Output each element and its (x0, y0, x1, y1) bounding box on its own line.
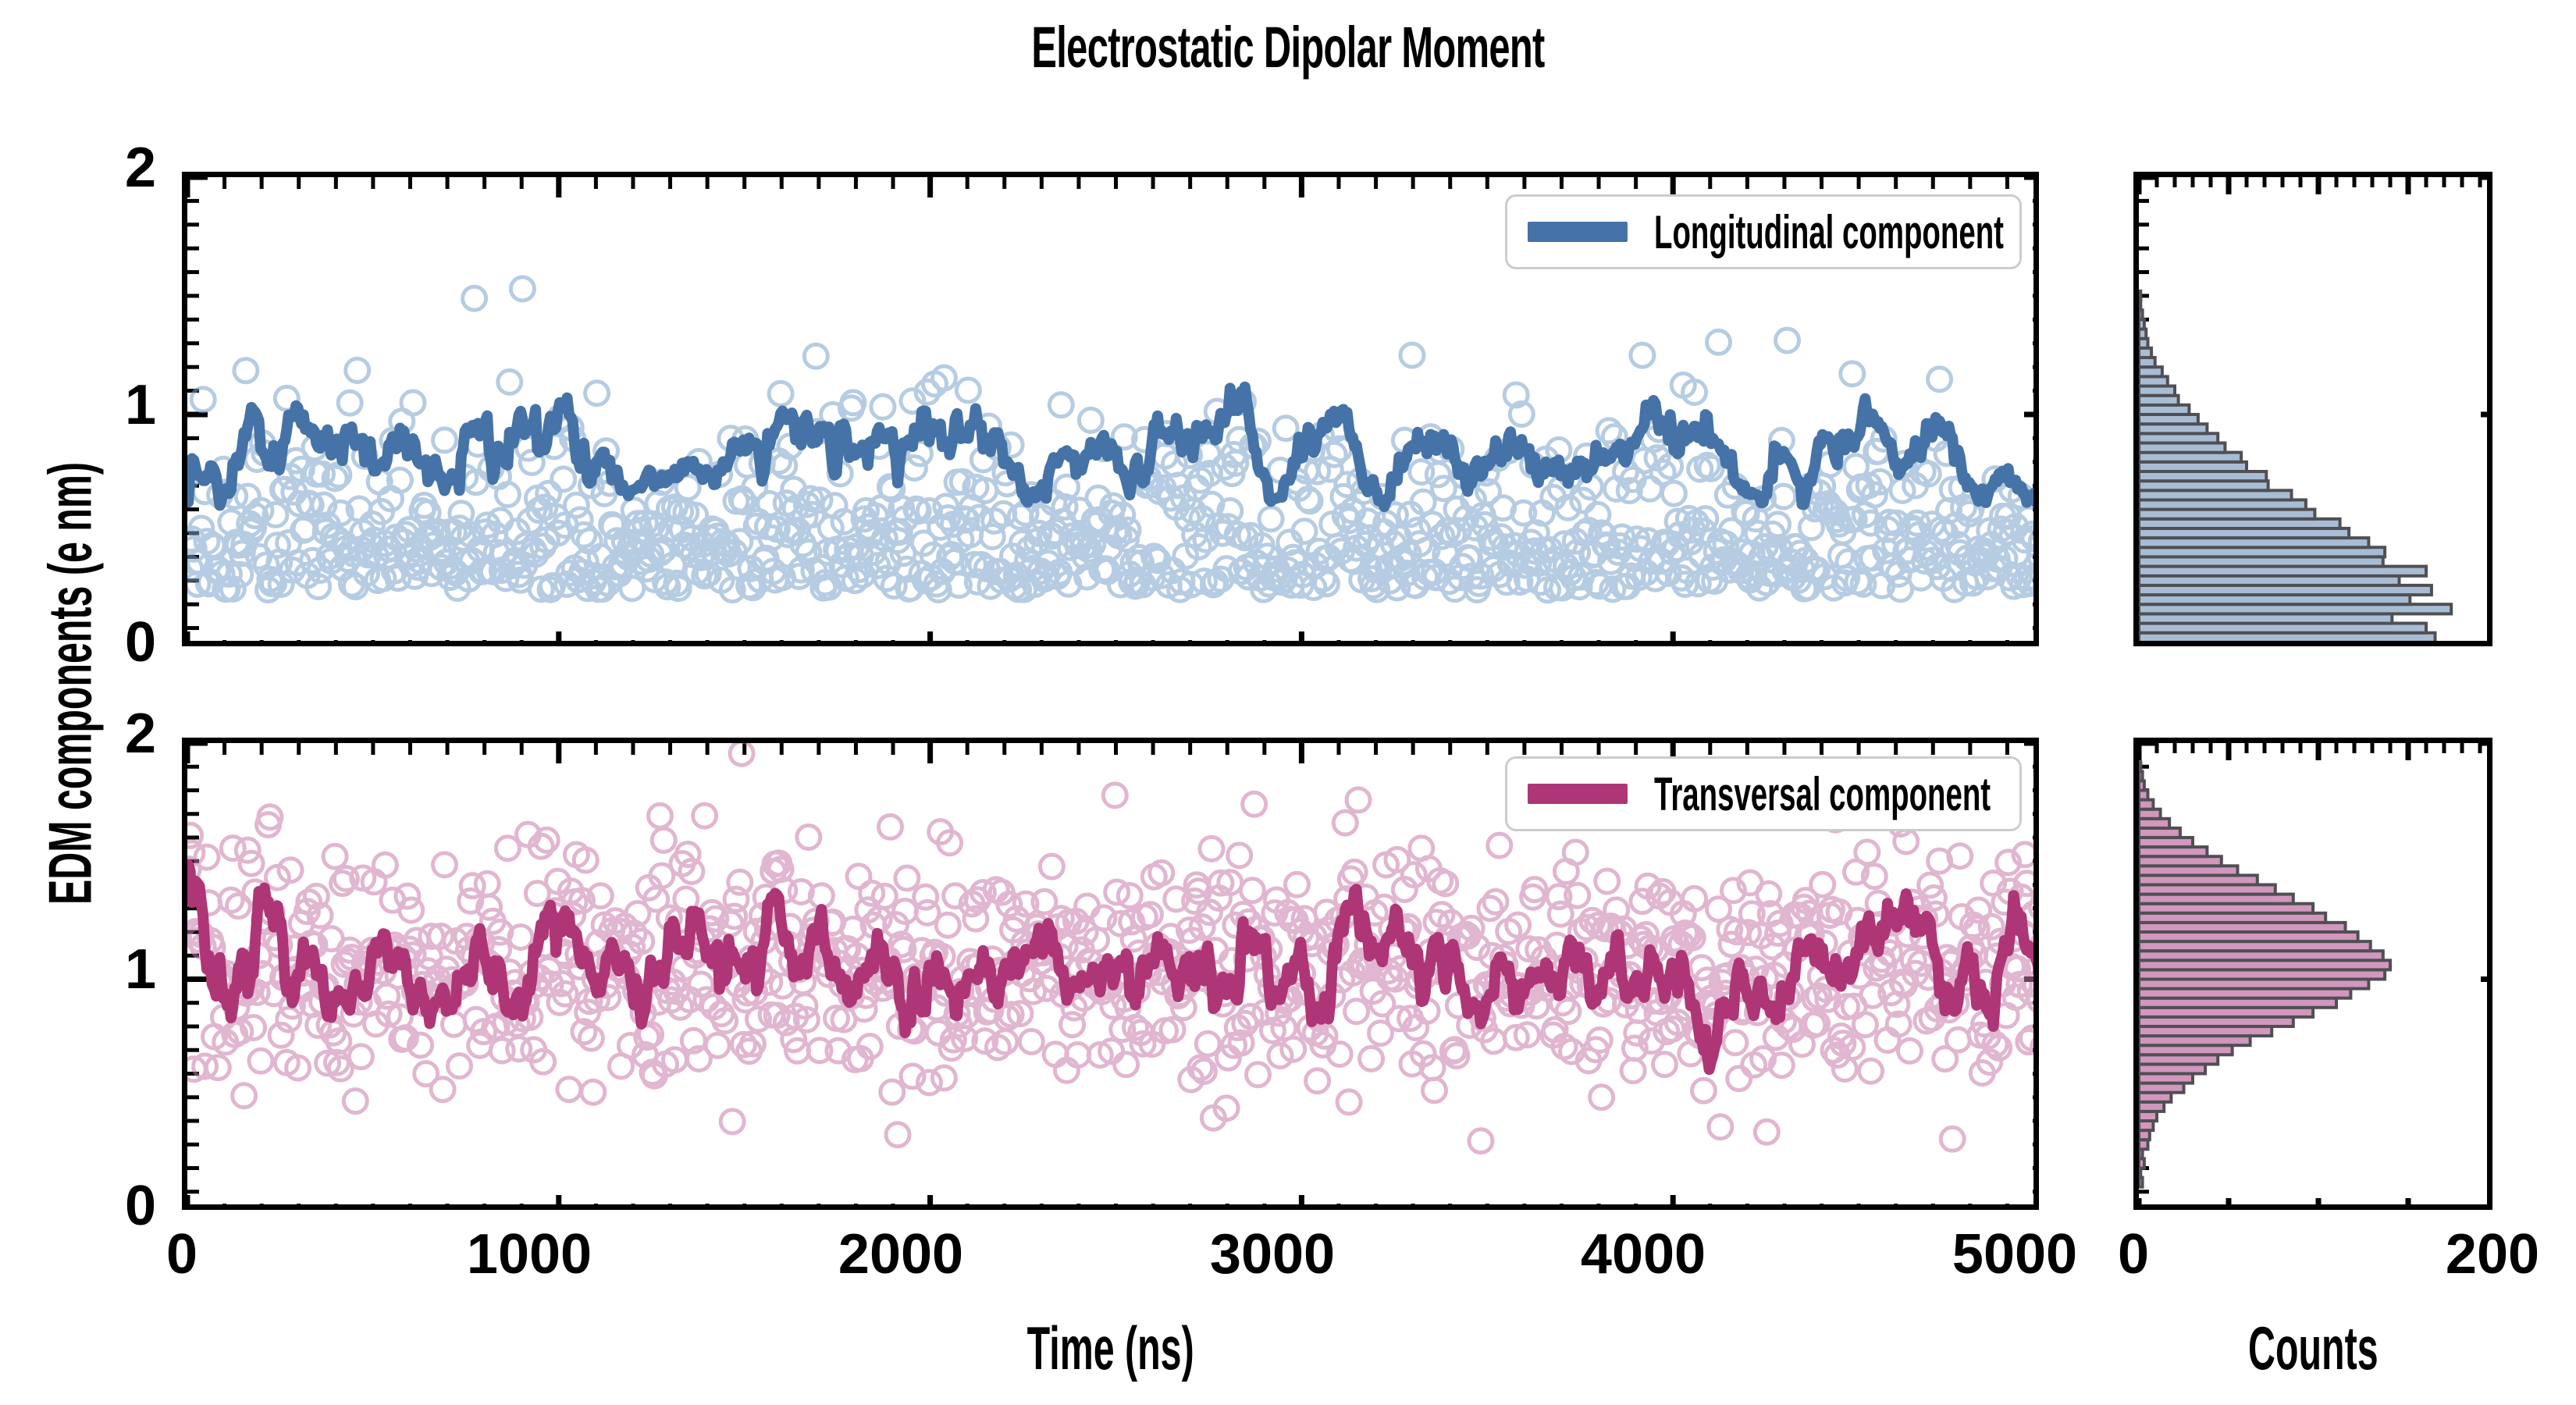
legend-longitudinal: Longitudinal component (1505, 194, 2022, 269)
xtick-hist-0: 0 (2117, 1223, 2150, 1286)
xtick-main-2000: 2000 (838, 1223, 964, 1286)
xtick-main-4000: 4000 (1580, 1223, 1706, 1286)
x-axis-label-main: Time (ns) (1026, 1314, 1194, 1382)
x-axis-label-hist: Counts (2247, 1314, 2379, 1382)
legend-swatch-transversal (1528, 784, 1628, 804)
y-axis-label: EDM components (e nm) (35, 462, 105, 905)
legend-transversal: Transversal component (1505, 756, 2022, 831)
xtick-main-1000: 1000 (466, 1223, 592, 1286)
legend-label-transversal: Transversal component (1654, 767, 1991, 820)
legend-label-longitudinal: Longitudinal component (1654, 205, 2004, 258)
histogram-transversal (2133, 738, 2492, 1210)
ytick-top-1: 1 (124, 374, 156, 436)
histogram-longitudinal (2133, 172, 2492, 646)
figure-title: Electrostatic Dipolar Moment (1031, 15, 1545, 80)
xtick-main-5000: 5000 (1952, 1223, 2078, 1286)
ytick-bottom-2: 2 (124, 702, 156, 765)
ytick-bottom-1: 1 (124, 938, 156, 1001)
xtick-main-0: 0 (165, 1223, 198, 1286)
ytick-bottom-0: 0 (124, 1175, 156, 1237)
ytick-top-0: 0 (124, 611, 156, 674)
xtick-hist-200: 200 (2445, 1223, 2540, 1286)
legend-swatch-longitudinal (1528, 222, 1628, 242)
xtick-main-3000: 3000 (1209, 1223, 1336, 1286)
ytick-top-2: 2 (124, 137, 156, 199)
